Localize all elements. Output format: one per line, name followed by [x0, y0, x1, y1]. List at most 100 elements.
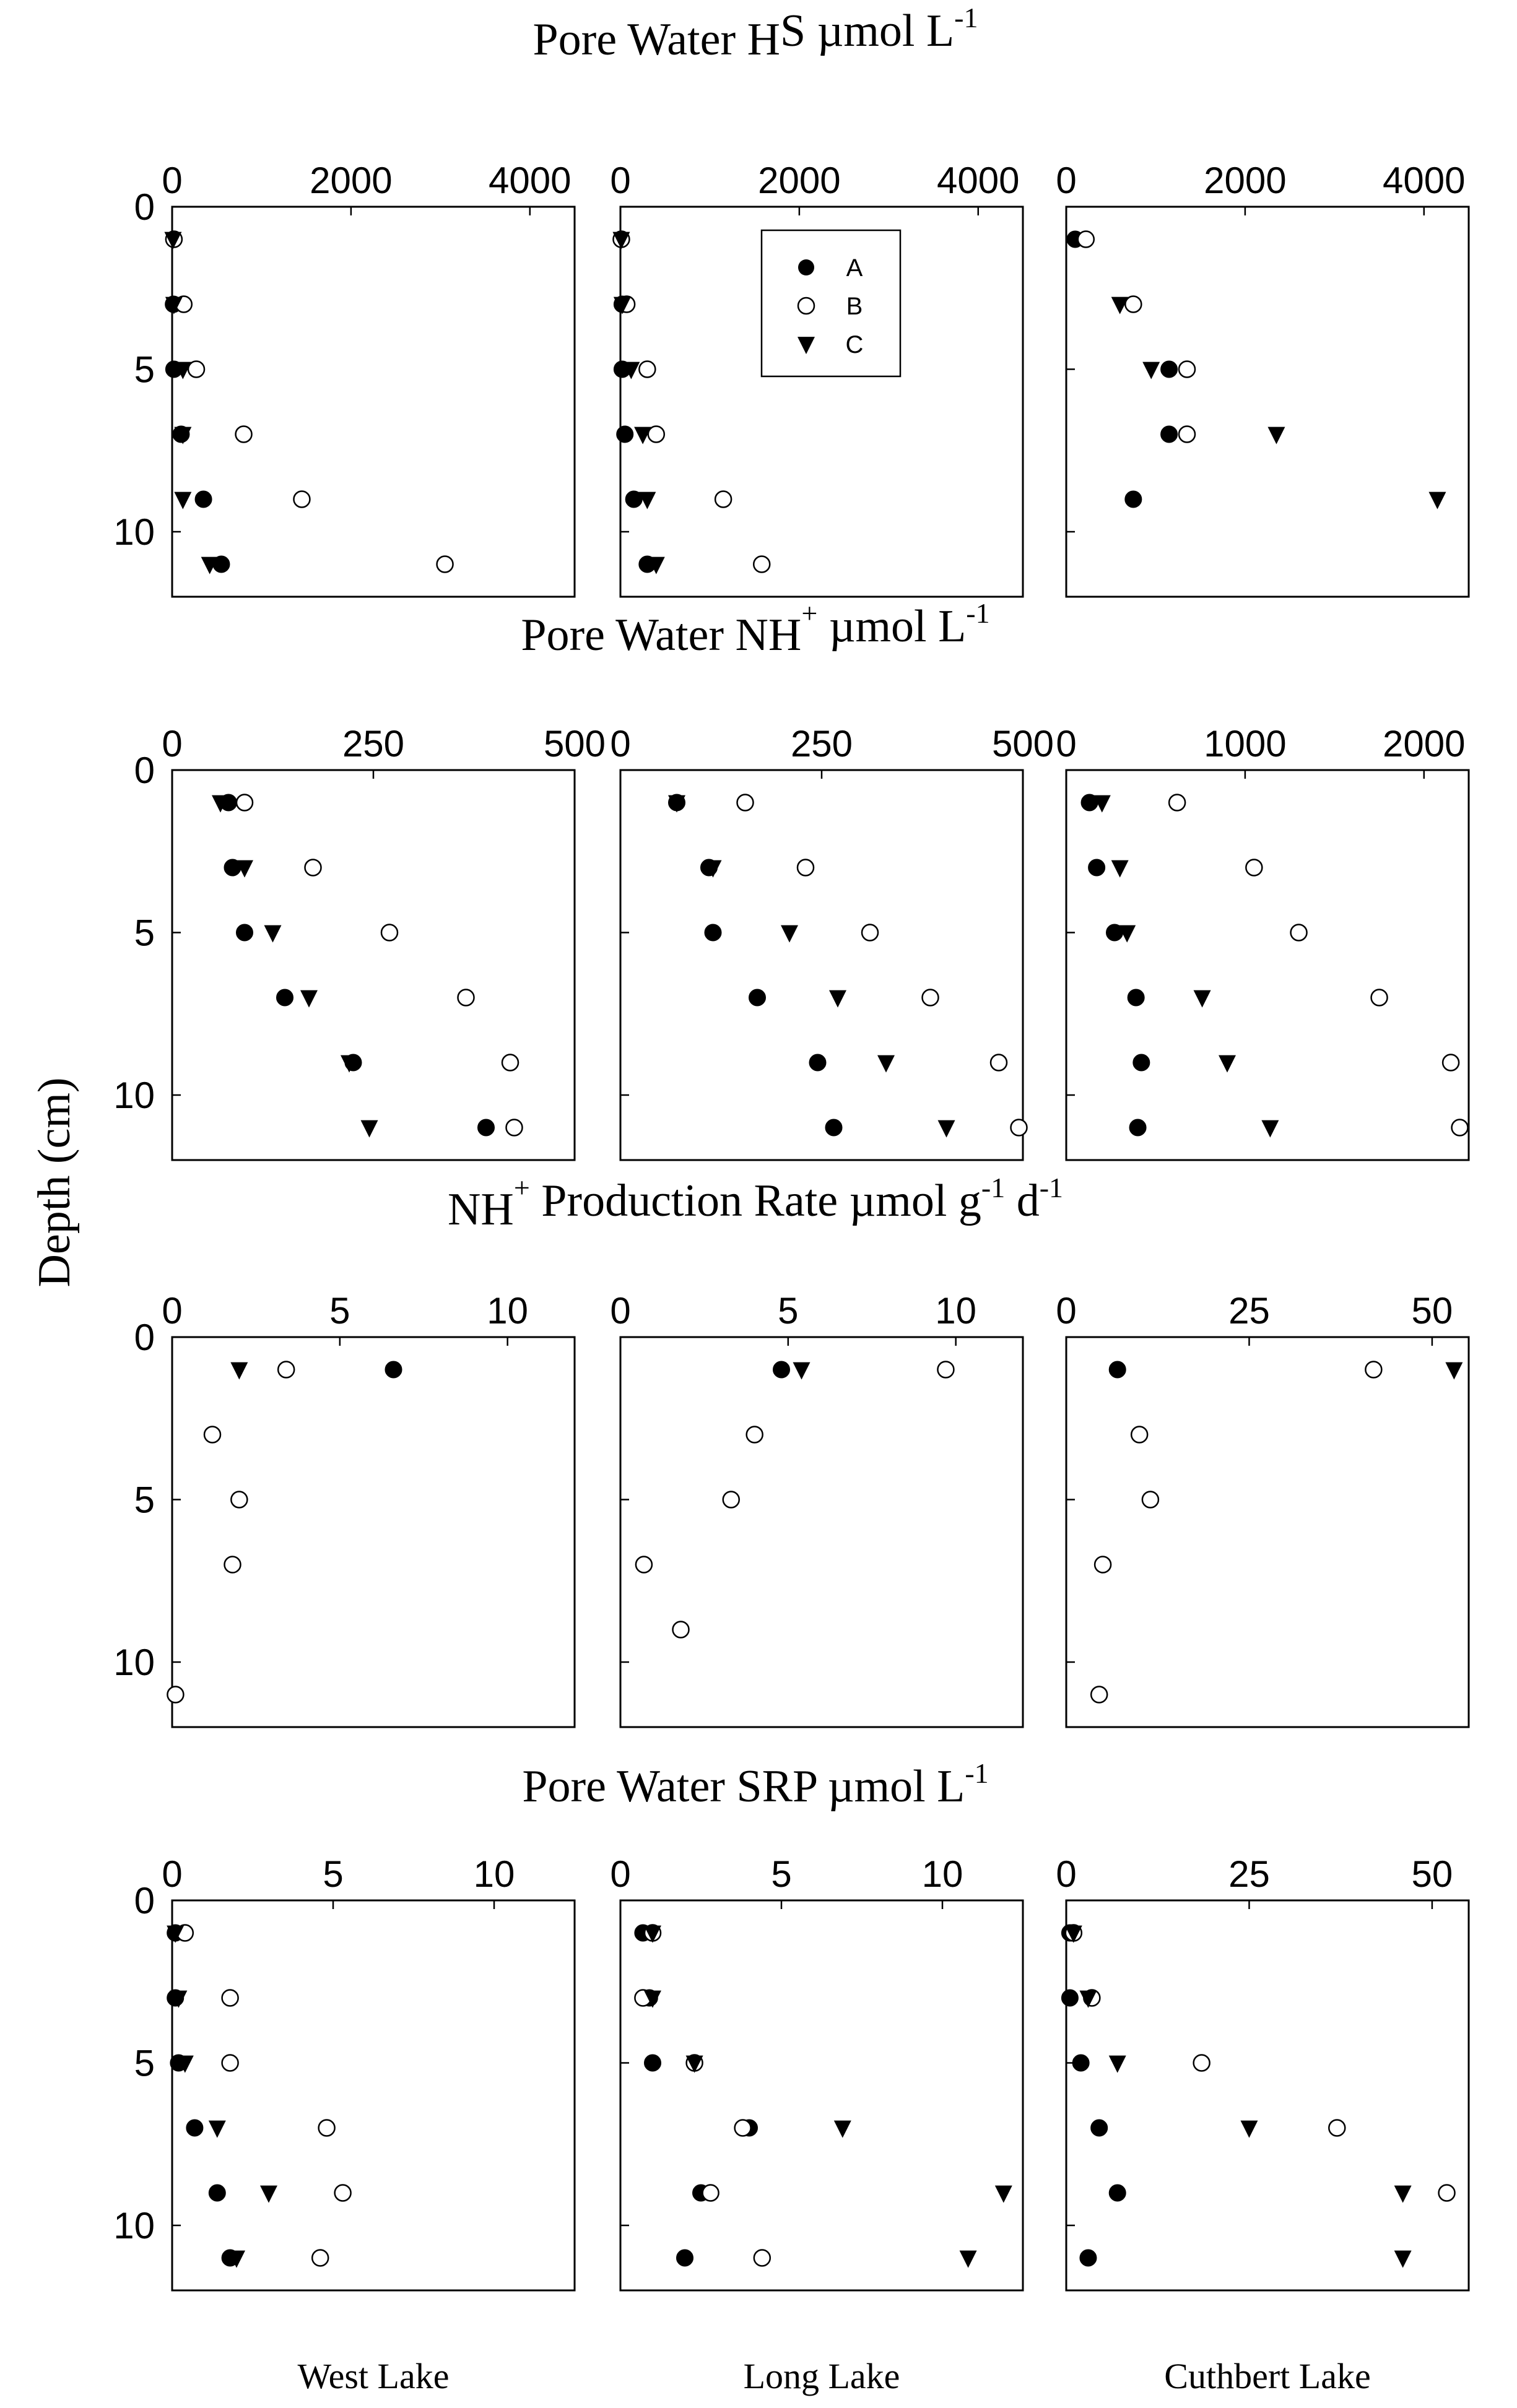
y-tick-label: 0 [134, 750, 155, 791]
x-tick-label: 4000 [1383, 160, 1465, 201]
point-series-a [1108, 2184, 1126, 2202]
y-tick-label: 0 [134, 1317, 155, 1358]
point-series-c [165, 297, 183, 314]
point-series-b [1328, 2119, 1346, 2137]
point-series-c [685, 2055, 703, 2073]
point-series-c [644, 1990, 661, 2008]
point-series-c [638, 492, 656, 509]
y-tick-label: 10 [113, 1075, 155, 1116]
point-series-a [186, 2119, 204, 2137]
panel-nh4-2: 0 1000 2000 [1056, 723, 1470, 1161]
point-series-a [704, 924, 722, 942]
chart-row-nh4rate: NH+ Production Rate µmol g-1 d-1 0 5 10 0 5 10… [113, 1172, 1470, 1728]
lake-label: Cuthbert Lake [1164, 2356, 1370, 2396]
panel-frame [619, 1336, 1024, 1728]
point-series-b [714, 490, 732, 508]
point-series-c [176, 2055, 194, 2073]
lake-labels: West Lake Long Lake Cuthbert Lake [298, 2356, 1371, 2396]
x-tick-label: 0 [1056, 1290, 1076, 1332]
point-series-c [647, 557, 665, 574]
x-tick-label: 2000 [310, 160, 392, 201]
panel-frame [1065, 1336, 1470, 1728]
point-series-b [1441, 1054, 1460, 1072]
point-series-b [1124, 295, 1142, 313]
point-series-a [1072, 2054, 1090, 2072]
point-series-c [1428, 492, 1446, 509]
y-tick-label: 5 [134, 2043, 155, 2084]
point-series-b [311, 2249, 329, 2267]
y-tick-label: 10 [113, 2205, 155, 2246]
x-tick-label: 25 [1228, 1290, 1270, 1332]
point-series-c [793, 1362, 811, 1380]
point-series-a [1061, 1989, 1079, 2007]
point-series-a [236, 924, 253, 942]
x-tick-label: 0 [610, 160, 630, 201]
legend-marker-c [798, 337, 815, 355]
x-tick-label: 4000 [489, 160, 571, 201]
y-tick-label: 5 [134, 1479, 155, 1521]
point-series-a [1160, 360, 1178, 378]
point-series-b [1290, 924, 1308, 942]
point-series-a [1088, 859, 1106, 877]
point-series-b [989, 1054, 1008, 1072]
point-series-b [1438, 2184, 1456, 2202]
point-series-b [203, 1426, 222, 1444]
panel-frame [619, 206, 1024, 598]
chart-row-srp: Pore Water SRP µmol L-1 0 5 10 0 5 10 0 5 10 0 25 50 [113, 1757, 1470, 2292]
point-series-b [230, 1491, 248, 1509]
point-series-a [385, 1361, 402, 1379]
panel-srp-1: 0 5 10 [610, 1853, 1024, 2292]
point-series-a [1129, 1119, 1147, 1137]
point-series-b [221, 1989, 239, 2007]
point-series-b [736, 794, 754, 812]
point-series-c [668, 795, 685, 813]
panel-h2s-2: 0 2000 4000 [1056, 160, 1470, 598]
point-series-c [1108, 2055, 1126, 2073]
point-series-c [1445, 1362, 1463, 1380]
point-series-c [937, 1120, 955, 1138]
point-series-c [829, 990, 846, 1008]
x-tick-label: 0 [1056, 1853, 1076, 1895]
point-series-b [187, 360, 206, 378]
point-series-c [1219, 1055, 1236, 1073]
x-tick-label: 250 [791, 723, 853, 764]
point-series-c [170, 1990, 188, 2008]
point-series-a [208, 2184, 226, 2202]
point-series-b [167, 1686, 185, 1704]
point-series-b [1245, 859, 1263, 877]
panel-frame [171, 1336, 576, 1728]
point-series-c [300, 990, 318, 1008]
point-series-c [208, 2120, 226, 2138]
point-series-c [174, 492, 192, 509]
point-series-b [380, 924, 399, 942]
point-series-c [622, 362, 640, 379]
point-series-a [616, 425, 634, 443]
point-series-b [1178, 425, 1196, 443]
point-series-c [230, 1362, 248, 1380]
point-series-c [260, 2185, 277, 2203]
x-tick-label: 0 [610, 723, 630, 764]
panel-frame [171, 1899, 576, 2292]
row-title-nh4: Pore Water NH+ µmol L-1 [521, 597, 989, 660]
point-series-b [224, 1556, 241, 1574]
point-series-c [994, 2185, 1012, 2203]
x-tick-label: 2000 [758, 160, 840, 201]
point-series-c [164, 232, 182, 249]
point-series-b [1193, 2054, 1211, 2072]
x-tick-label: 0 [162, 160, 182, 201]
point-series-a [1132, 1054, 1150, 1072]
point-series-c [1261, 1120, 1279, 1138]
x-tick-label: 10 [935, 1290, 976, 1332]
x-tick-label: 0 [1056, 160, 1076, 201]
point-series-c [833, 2120, 851, 2138]
point-series-c [228, 2250, 245, 2268]
panel-nh4-0: 0 250 500 0 5 10 [113, 723, 606, 1161]
panel-nh4rate-0: 0 5 10 0 5 10 [113, 1290, 576, 1728]
y-tick-label: 0 [134, 1880, 155, 1921]
x-tick-label: 0 [610, 1853, 630, 1895]
legend-box [760, 229, 902, 378]
point-series-a [749, 989, 766, 1007]
x-tick-label: 0 [162, 723, 182, 764]
